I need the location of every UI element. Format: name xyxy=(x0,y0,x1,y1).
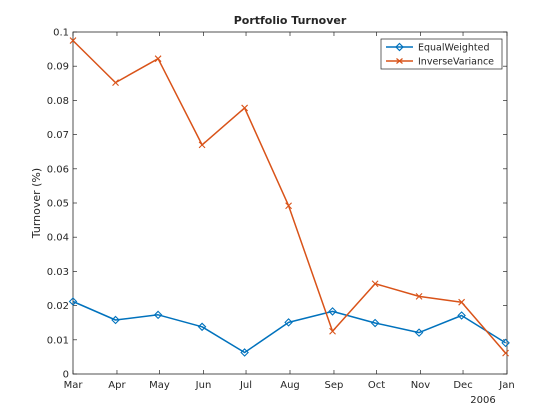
y-tick-label: 0 xyxy=(63,370,69,381)
x-tick-label: Jan xyxy=(498,380,514,391)
x-tick-label: May xyxy=(149,380,170,391)
y-tick-label: 0.07 xyxy=(47,130,69,141)
x-tick-label: Oct xyxy=(368,380,385,391)
y-tick-label: 0.05 xyxy=(47,199,69,210)
data-point-equalweighted xyxy=(457,311,466,320)
series-layer xyxy=(68,37,510,357)
data-point-inversevariance xyxy=(458,298,466,306)
chart-title: Portfolio Turnover xyxy=(234,14,347,27)
x-tick-label: Apr xyxy=(108,380,126,391)
y-tick-label: 0.08 xyxy=(47,96,69,107)
legend-box xyxy=(380,38,503,70)
y-tick-label: 0.06 xyxy=(47,164,69,175)
data-point-equalweighted xyxy=(240,348,249,357)
y-tick-label: 0.09 xyxy=(47,62,69,73)
series-line-equalweighted xyxy=(72,300,506,354)
x-tick-label: Jun xyxy=(195,380,212,391)
data-point-equalweighted xyxy=(328,307,337,316)
legend-label-equalweighted: EqualWeighted xyxy=(418,43,490,54)
x-tick-label: Aug xyxy=(280,380,300,391)
y-tick-label: 0.04 xyxy=(47,233,69,244)
data-point-inversevariance xyxy=(285,202,292,210)
data-point-equalweighted xyxy=(111,315,120,325)
data-point-inversevariance xyxy=(502,349,509,357)
data-point-inversevariance xyxy=(415,292,423,300)
data-point-equalweighted xyxy=(153,310,163,320)
x-tick-label: Dec xyxy=(453,380,472,391)
y-tick-label: 0.1 xyxy=(53,28,69,39)
y-tick-label: 0.01 xyxy=(47,335,69,346)
x-tick-label: Sep xyxy=(325,380,344,391)
y-tick-label: 0.02 xyxy=(47,301,69,312)
legend: EqualWeighted InverseVariance xyxy=(380,38,503,70)
data-point-equalweighted xyxy=(284,318,293,327)
data-point-equalweighted xyxy=(370,318,380,328)
data-point-equalweighted xyxy=(414,328,424,337)
data-point-inversevariance xyxy=(329,327,336,335)
data-point-inversevariance xyxy=(371,280,379,288)
y-axis-label: Turnover (%) xyxy=(30,168,43,239)
legend-marker-inversevariance xyxy=(396,58,403,64)
data-point-equalweighted xyxy=(501,338,510,348)
legend-label-inversevariance: InverseVariance xyxy=(418,57,494,68)
legend-marker-equalweighted xyxy=(395,42,404,52)
x-tick-label: Jul xyxy=(239,380,252,391)
y-tick-label: 0.03 xyxy=(47,267,69,278)
data-point-inversevariance xyxy=(112,79,119,87)
x-tick-label: Mar xyxy=(64,380,84,391)
data-point-inversevariance xyxy=(241,104,249,112)
data-point-equalweighted xyxy=(68,297,78,306)
year-label: 2006 xyxy=(470,395,495,406)
axis-ticks: 0 0.01 0.02 0.03 0.04 0.05 0.06 0.07 0.08 0.09 0.1… xyxy=(47,28,515,392)
data-point-inversevariance xyxy=(154,55,162,63)
data-point-equalweighted xyxy=(197,322,207,332)
data-point-inversevariance xyxy=(198,141,206,149)
data-point-inversevariance xyxy=(69,37,77,44)
x-tick-label: Nov xyxy=(411,380,431,391)
